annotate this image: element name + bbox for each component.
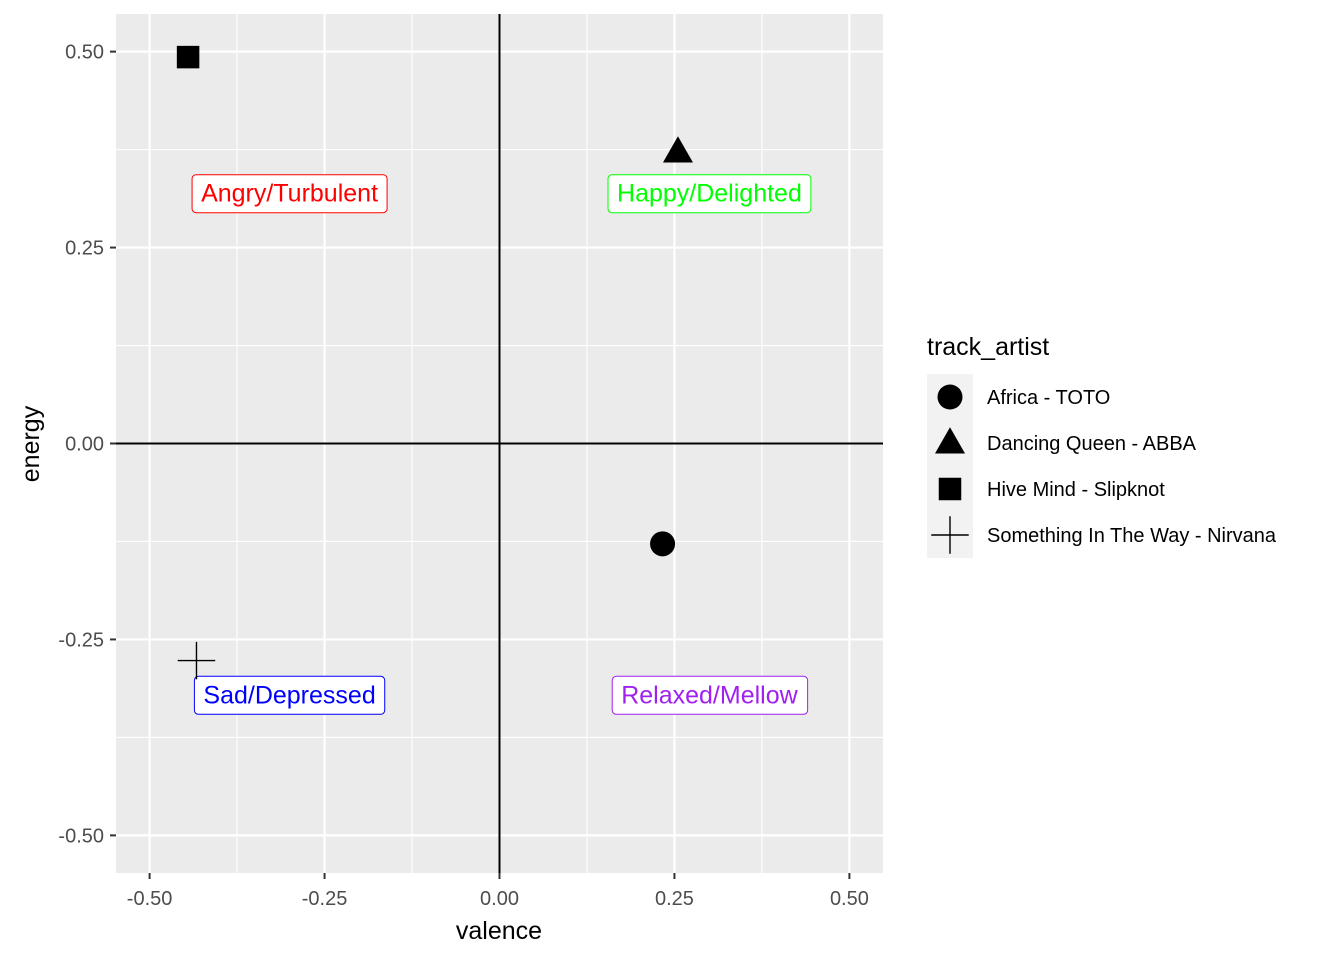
reference-lines — [116, 14, 883, 873]
x-tick-label: 0.00 — [480, 888, 519, 910]
y-tick-label: -0.50 — [58, 825, 104, 847]
quadrant-annotations: Angry/Turbulent Happy/Delighted Sad/Depres… — [191, 174, 812, 715]
y-tick-label: 0.25 — [65, 238, 104, 260]
legend-title: track_artist — [927, 333, 1049, 361]
quadrant-label: Angry/Turbulent — [191, 174, 388, 214]
quadrant-label-box — [611, 675, 809, 715]
point-plus — [177, 641, 216, 680]
x-axis: -0.50 -0.25 0.00 0.25 0.50 — [127, 873, 869, 910]
x-tick-label: -0.50 — [127, 888, 173, 910]
legend-key-triangle — [935, 427, 965, 454]
legend-key-circle — [937, 384, 963, 410]
x-tick-label: -0.25 — [302, 888, 348, 910]
point-triangle — [662, 136, 693, 163]
legend: track_artist Africa - TOTO Dancing Queen … — [927, 333, 1277, 558]
y-axis-title: energy — [17, 405, 45, 482]
quadrant-label: Happy/Delighted — [607, 174, 812, 214]
point-circle — [650, 531, 676, 557]
point-square — [176, 45, 200, 69]
x-tick-label: 0.50 — [830, 888, 869, 910]
data-points — [176, 45, 693, 680]
legend-label: Something In The Way - Nirvana — [987, 525, 1277, 547]
y-tick-label: 0.50 — [65, 42, 104, 64]
x-tick-label: 0.25 — [655, 888, 694, 910]
quadrant-label-box — [193, 675, 386, 715]
y-tick-label: -0.25 — [58, 629, 104, 651]
quadrant-label-text: Happy/Delighted — [617, 180, 802, 208]
legend-key-square — [938, 477, 962, 501]
quadrant-label-text: Relaxed/Mellow — [621, 681, 798, 709]
legend-label: Hive Mind - Slipknot — [987, 479, 1165, 501]
quadrant-label: Sad/Depressed — [193, 675, 386, 715]
quadrant-label-box — [191, 174, 388, 214]
quadrant-label-text: Angry/Turbulent — [201, 180, 378, 208]
legend-key-plus — [931, 516, 969, 554]
quadrant-label: Relaxed/Mellow — [611, 675, 809, 715]
quadrant-label-box — [607, 174, 812, 214]
legend-label: Africa - TOTO — [987, 387, 1110, 409]
x-axis-title: valence — [456, 917, 542, 945]
legend-label: Dancing Queen - ABBA — [987, 433, 1197, 455]
y-tick-label: 0.00 — [65, 434, 104, 456]
y-axis: -0.50 -0.25 0.00 0.25 0.50 — [58, 42, 116, 847]
quadrant-label-text: Sad/Depressed — [203, 681, 375, 709]
